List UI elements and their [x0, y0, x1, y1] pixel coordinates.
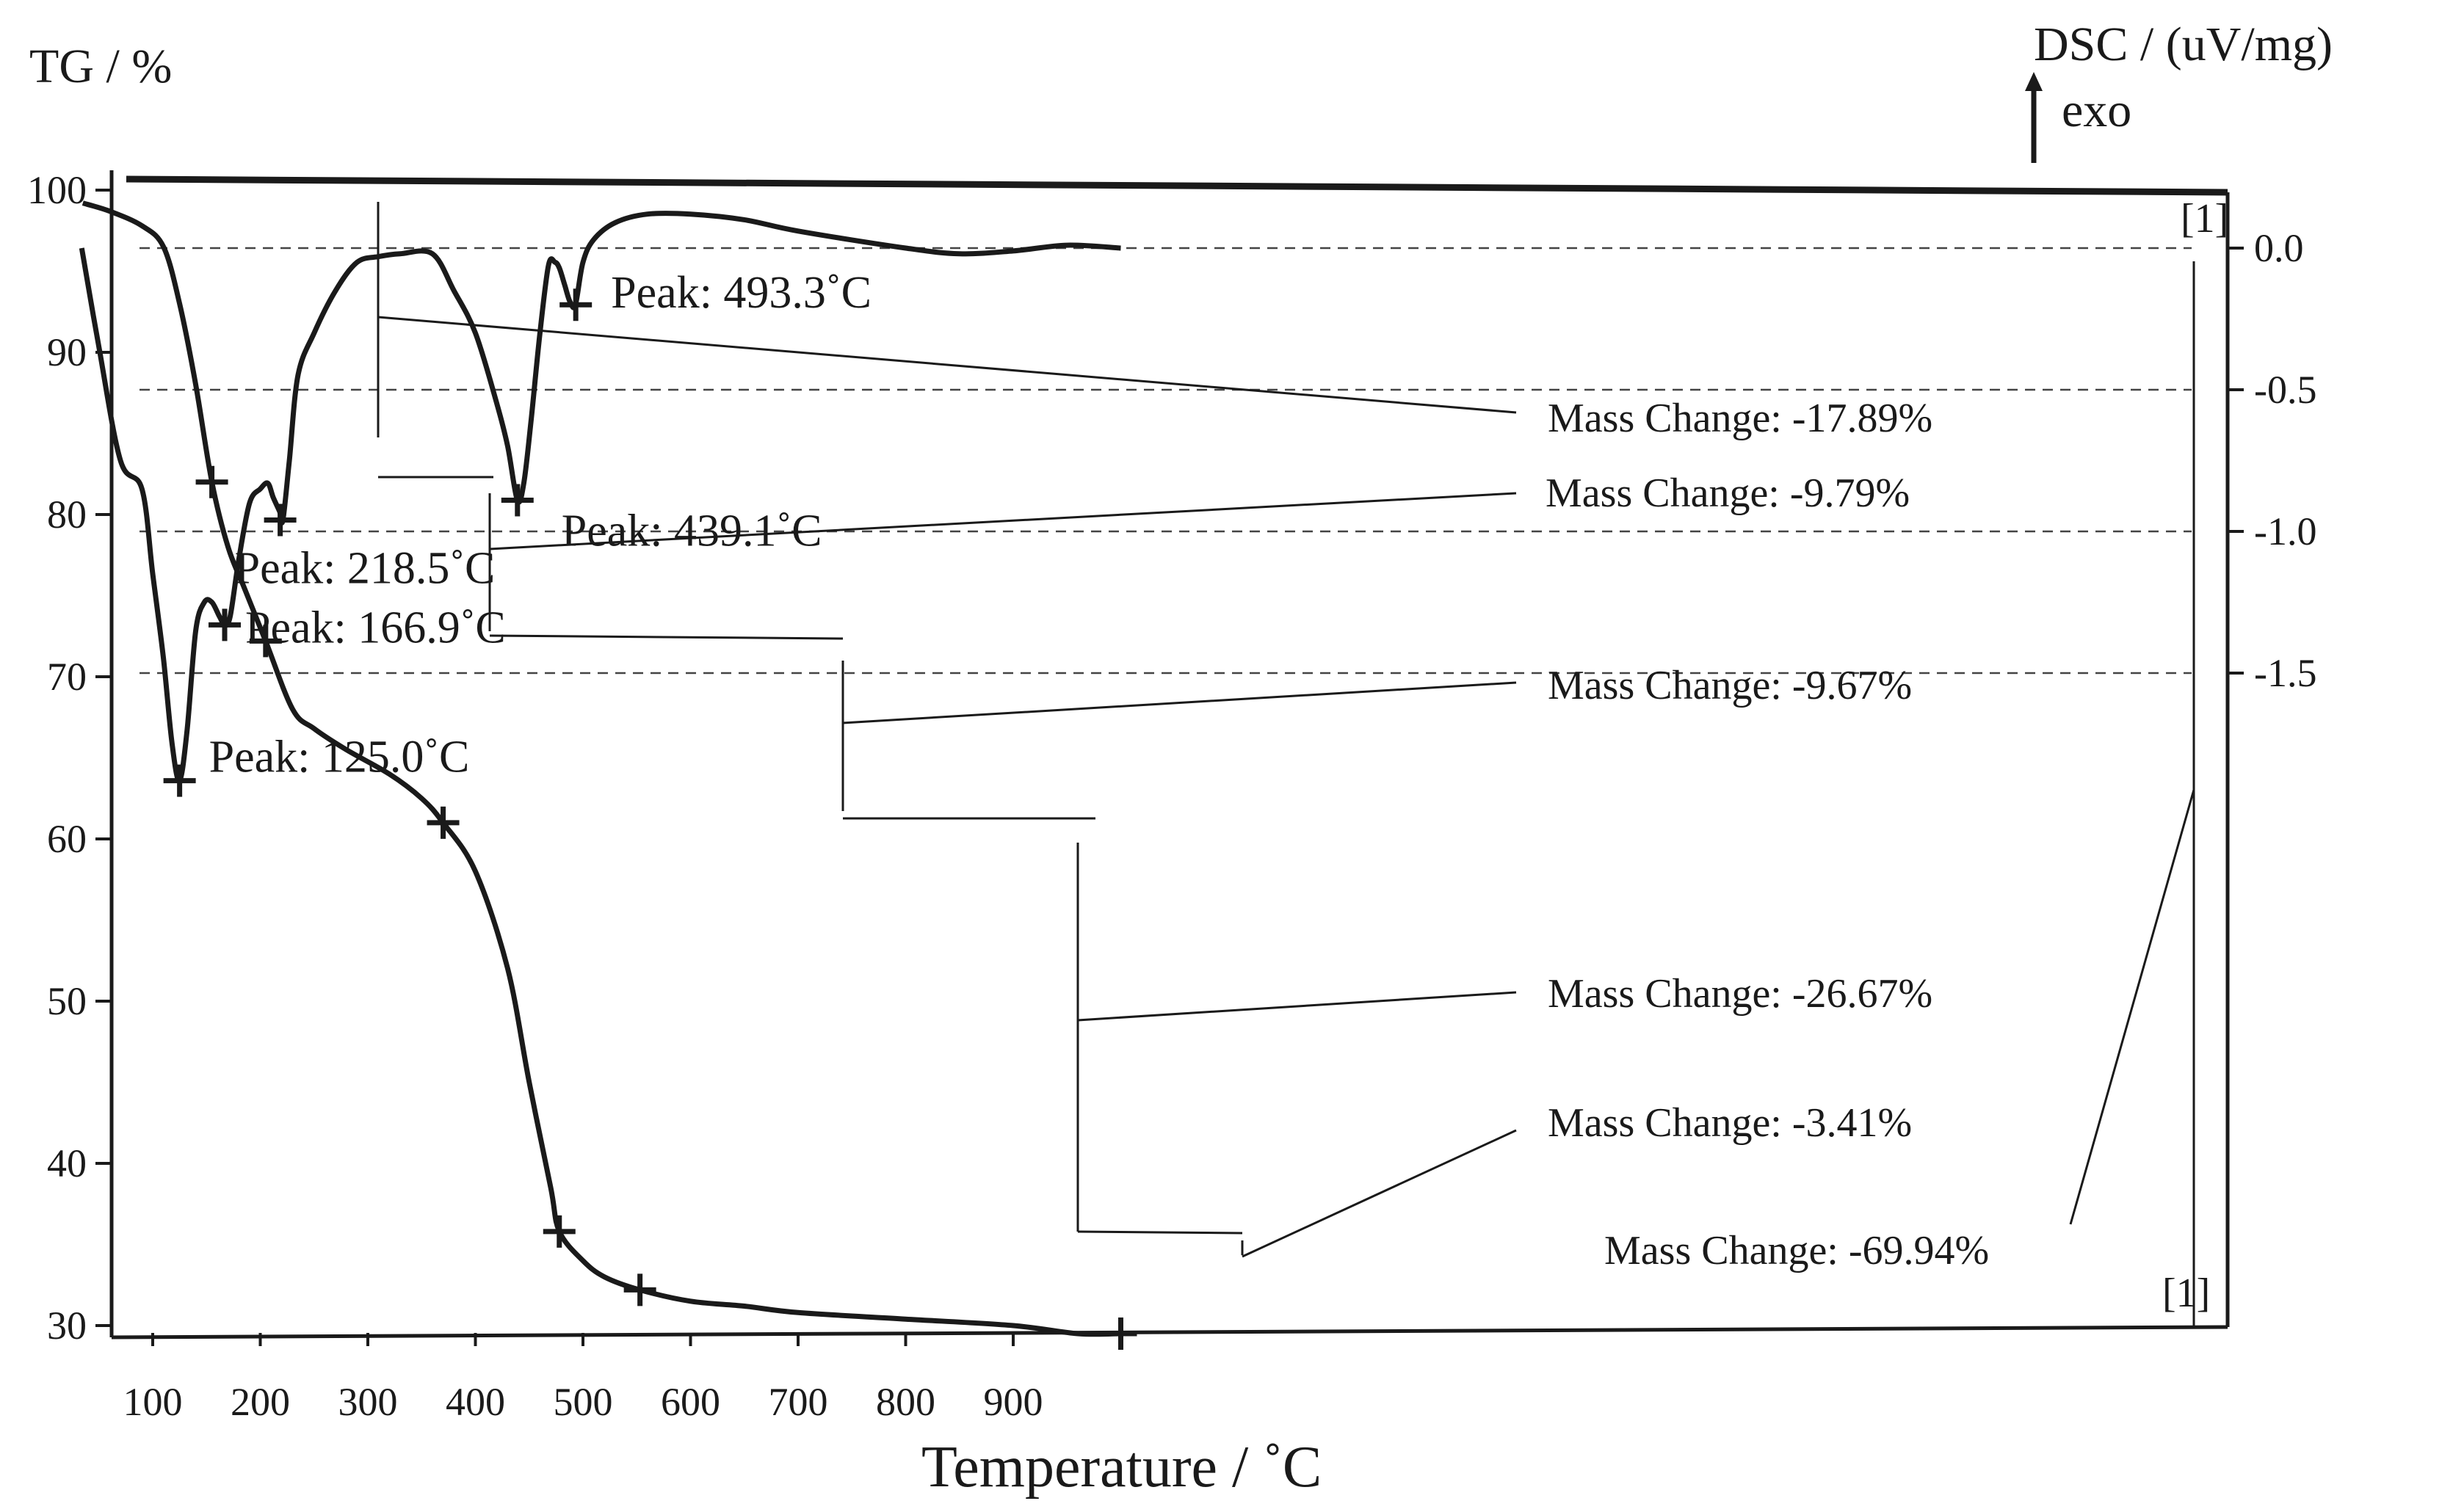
right-axis-ticks: 0.0 -0.5 -1.0 -1.5	[2228, 226, 2316, 695]
tg-marker	[543, 1215, 576, 1248]
x-tick-label: 900	[984, 1380, 1043, 1424]
bottom-axis-line	[111, 1325, 2228, 1340]
dsc-peak-markers: Peak: 125.0˚C Peak: 166.9˚C Peak: 218.5˚C P…	[163, 268, 872, 797]
right-axis-title: DSC / (uV/mg)	[2034, 18, 2333, 71]
plot-frame	[109, 170, 2230, 1340]
x-tick-label: 100	[123, 1380, 183, 1424]
y-left-tick-label: 70	[47, 655, 87, 699]
x-tick-label: 300	[338, 1380, 398, 1424]
mass-change-label: Mass Change: -26.67%	[1548, 971, 1932, 1017]
mass-change-label: Mass Change: -9.67%	[1548, 663, 1912, 708]
dsc-curve	[79, 211, 1121, 784]
x-tick-label: 600	[661, 1380, 720, 1424]
peak-label: Peak: 218.5˚C	[235, 544, 496, 594]
x-tick-label: 800	[876, 1380, 935, 1424]
mass-change-annotations: Mass Change: -17.89% Mass Change: -9.79%…	[1546, 396, 1989, 1273]
y-right-tick-label: -0.5	[2254, 368, 2316, 412]
y-right-tick-label: -1.0	[2254, 509, 2316, 553]
peak-marker	[264, 504, 297, 537]
x-tick-label: 200	[231, 1380, 290, 1424]
exo-label: exo	[2062, 84, 2131, 137]
x-axis-ticks: 100 200 300 400 500 600 700 800 900	[123, 1333, 1043, 1424]
tg-marker	[427, 806, 460, 839]
tg-marker	[195, 465, 228, 498]
y-right-tick-label: -1.5	[2254, 651, 2316, 695]
peak-marker	[163, 764, 196, 797]
mass-change-label: Mass Change: -3.41%	[1548, 1100, 1912, 1146]
y-right-tick-label: 0.0	[2254, 226, 2304, 270]
x-axis-title: Temperature / ˚C	[921, 1435, 1322, 1500]
top-baseline	[126, 175, 2228, 196]
annotation-leader-lines	[377, 202, 2195, 1327]
y-left-tick-label: 50	[47, 979, 87, 1023]
peak-label: Peak: 493.3˚C	[611, 268, 872, 318]
y-left-tick-label: 80	[47, 493, 87, 537]
left-axis-ticks: 100 90 80 70 60 50 40 30	[27, 168, 112, 1348]
y-left-tick-label: 100	[27, 168, 87, 212]
y-left-tick-label: 40	[47, 1141, 87, 1185]
y-left-tick-label: 30	[47, 1304, 87, 1348]
peak-label: Peak: 166.9˚C	[245, 603, 506, 653]
exo-arrow-icon	[2025, 72, 2043, 163]
mass-change-label: Mass Change: -9.79%	[1546, 470, 1910, 516]
left-axis-title: TG / %	[29, 40, 172, 93]
y-left-tick-label: 60	[47, 817, 87, 861]
tg-marker	[623, 1273, 656, 1306]
x-tick-label: 400	[446, 1380, 505, 1424]
segment-marker: [1]	[2181, 196, 2228, 241]
tg-marker	[1104, 1317, 1137, 1351]
peak-label: Peak: 125.0˚C	[209, 733, 470, 782]
tg-step-markers	[195, 465, 1137, 1351]
x-tick-label: 700	[769, 1380, 828, 1424]
mass-change-label: Mass Change: -69.94%	[1604, 1228, 1989, 1273]
peak-marker	[501, 484, 534, 517]
tg-curve	[81, 200, 1121, 1337]
peak-label: Peak: 439.1˚C	[562, 506, 822, 556]
peak-marker	[559, 288, 593, 321]
x-tick-label: 500	[554, 1380, 613, 1424]
tg-marker	[249, 625, 282, 658]
y-left-tick-label: 90	[47, 330, 87, 374]
peak-marker	[209, 608, 242, 641]
dashed-reference-lines	[140, 247, 2192, 675]
segment-marker: [1]	[2162, 1271, 2210, 1316]
mass-change-label: Mass Change: -17.89%	[1548, 396, 1932, 441]
